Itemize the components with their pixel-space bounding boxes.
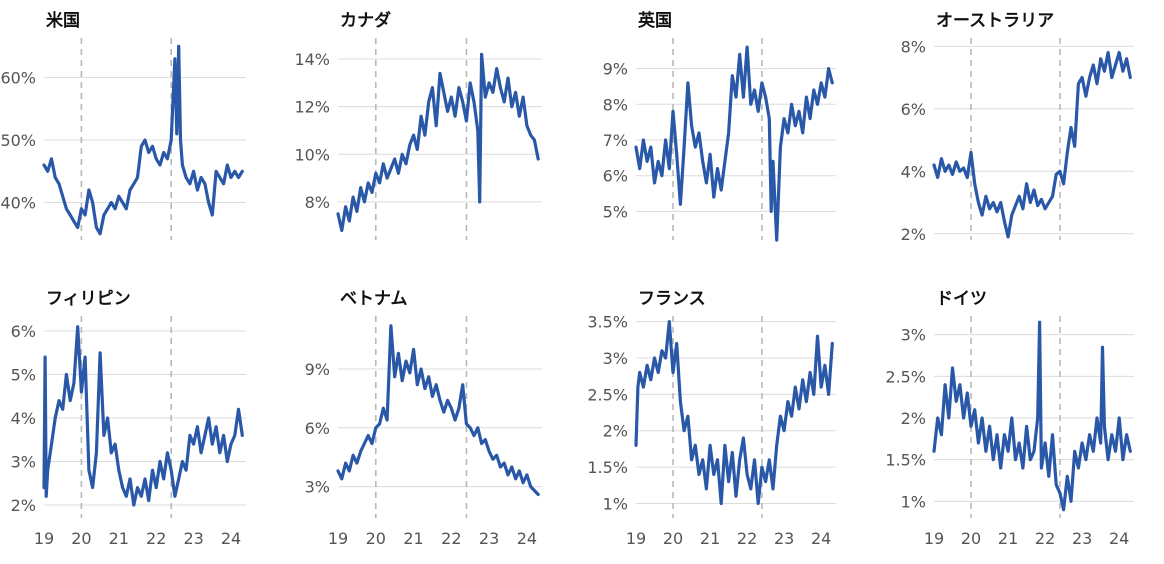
x-tick-label: 19	[328, 529, 348, 548]
chart-panel-2: カナダ 8% 10% 12% 14%	[294, 10, 542, 240]
x-tick-label: 20	[961, 529, 981, 548]
x-tick-label: 23	[774, 529, 794, 548]
panel-title: オーストラリア	[936, 11, 1054, 31]
y-tick-label: 2%	[901, 225, 926, 244]
x-tick-label: 20	[663, 529, 683, 548]
y-tick-label: 6%	[11, 322, 36, 341]
y-tick-label: 3%	[901, 326, 926, 345]
y-tick-label: 2.5%	[885, 367, 926, 386]
x-tick-label: 21	[109, 529, 129, 548]
y-tick-label: 6%	[603, 167, 628, 186]
panel-title: 英国	[638, 10, 672, 31]
series-line	[336, 324, 540, 497]
y-tick-label: 2%	[901, 409, 926, 428]
y-tick-label: 6%	[305, 419, 330, 438]
y-tick-label: 3%	[11, 452, 36, 471]
x-tick-label: 24	[221, 529, 241, 548]
series-line	[634, 320, 834, 506]
y-tick-label: 5%	[603, 202, 628, 221]
panel-title: フランス	[638, 289, 706, 309]
x-tick-label: 24	[517, 529, 537, 548]
series-line	[634, 45, 834, 242]
x-tick-label: 21	[403, 529, 423, 548]
y-tick-label: 9%	[305, 360, 330, 379]
series-line	[42, 44, 244, 236]
x-tick-label: 19	[626, 529, 646, 548]
chart-panel-4: オーストラリア 2% 4% 6% 8%	[901, 11, 1134, 244]
chart-panel-1: 米国 40% 50% 60%	[0, 10, 246, 240]
chart-panel-5: フィリピン 2% 3% 4% 5% 6% 19 20 21 22 23 24	[11, 289, 246, 548]
chart-panel-3: 英国 5% 6% 7% 8% 9%	[603, 10, 836, 242]
y-tick-label: 3.5%	[587, 313, 628, 332]
y-tick-label: 1.5%	[885, 451, 926, 470]
y-tick-label: 2%	[11, 496, 36, 515]
x-tick-label: 22	[737, 529, 757, 548]
y-tick-label: 5%	[11, 366, 36, 385]
y-tick-label: 40%	[0, 194, 36, 213]
x-tick-label: 23	[1072, 529, 1092, 548]
y-tick-label: 8%	[603, 95, 628, 114]
y-tick-label: 60%	[0, 69, 36, 88]
x-tick-label: 23	[183, 529, 203, 548]
series-line	[932, 50, 1132, 239]
series-line	[932, 320, 1132, 512]
x-tick-label: 24	[1109, 529, 1129, 548]
y-tick-label: 50%	[0, 131, 36, 150]
x-tick-label: 19	[924, 529, 944, 548]
y-tick-label: 6%	[901, 100, 926, 119]
series-line	[336, 52, 540, 233]
x-tick-label: 21	[700, 529, 720, 548]
y-tick-label: 2%	[603, 422, 628, 441]
x-tick-label: 21	[998, 529, 1018, 548]
y-tick-label: 4%	[11, 409, 36, 428]
y-tick-label: 3%	[603, 349, 628, 368]
chart-panel-7: フランス 1% 1.5% 2% 2.5% 3% 3.5% 19 20 21 22 23 24	[587, 289, 836, 548]
y-tick-label: 8%	[305, 193, 330, 212]
y-tick-label: 3%	[305, 478, 330, 497]
y-tick-label: 7%	[603, 131, 628, 150]
y-tick-label: 1%	[901, 492, 926, 511]
x-tick-label: 20	[366, 529, 386, 548]
y-tick-label: 14%	[294, 50, 330, 69]
panel-title: 米国	[46, 10, 80, 31]
chart-panel-6: ベトナム 3% 6% 9% 19 20 21 22 23 24	[305, 289, 542, 548]
panel-title: カナダ	[340, 10, 391, 31]
y-tick-label: 1.5%	[587, 458, 628, 477]
x-tick-label: 24	[811, 529, 831, 548]
y-tick-label: 1%	[603, 494, 628, 513]
x-tick-label: 23	[479, 529, 499, 548]
x-tick-label: 22	[1035, 529, 1055, 548]
panel-title: ベトナム	[340, 289, 408, 309]
x-tick-label: 22	[441, 529, 461, 548]
chart-panel-8: ドイツ 1% 1.5% 2% 2.5% 3% 19 20 21 22 23 24	[885, 289, 1134, 548]
y-tick-label: 2.5%	[587, 385, 628, 404]
y-tick-label: 8%	[901, 37, 926, 56]
y-tick-label: 9%	[603, 60, 628, 79]
x-tick-label: 22	[146, 529, 166, 548]
x-tick-label: 19	[34, 529, 54, 548]
y-tick-label: 4%	[901, 162, 926, 181]
series-line	[42, 325, 244, 507]
y-tick-label: 12%	[294, 98, 330, 117]
x-tick-label: 20	[71, 529, 91, 548]
panel-title: ドイツ	[936, 289, 987, 309]
y-tick-label: 10%	[294, 145, 330, 164]
panel-title: フィリピン	[46, 289, 131, 309]
